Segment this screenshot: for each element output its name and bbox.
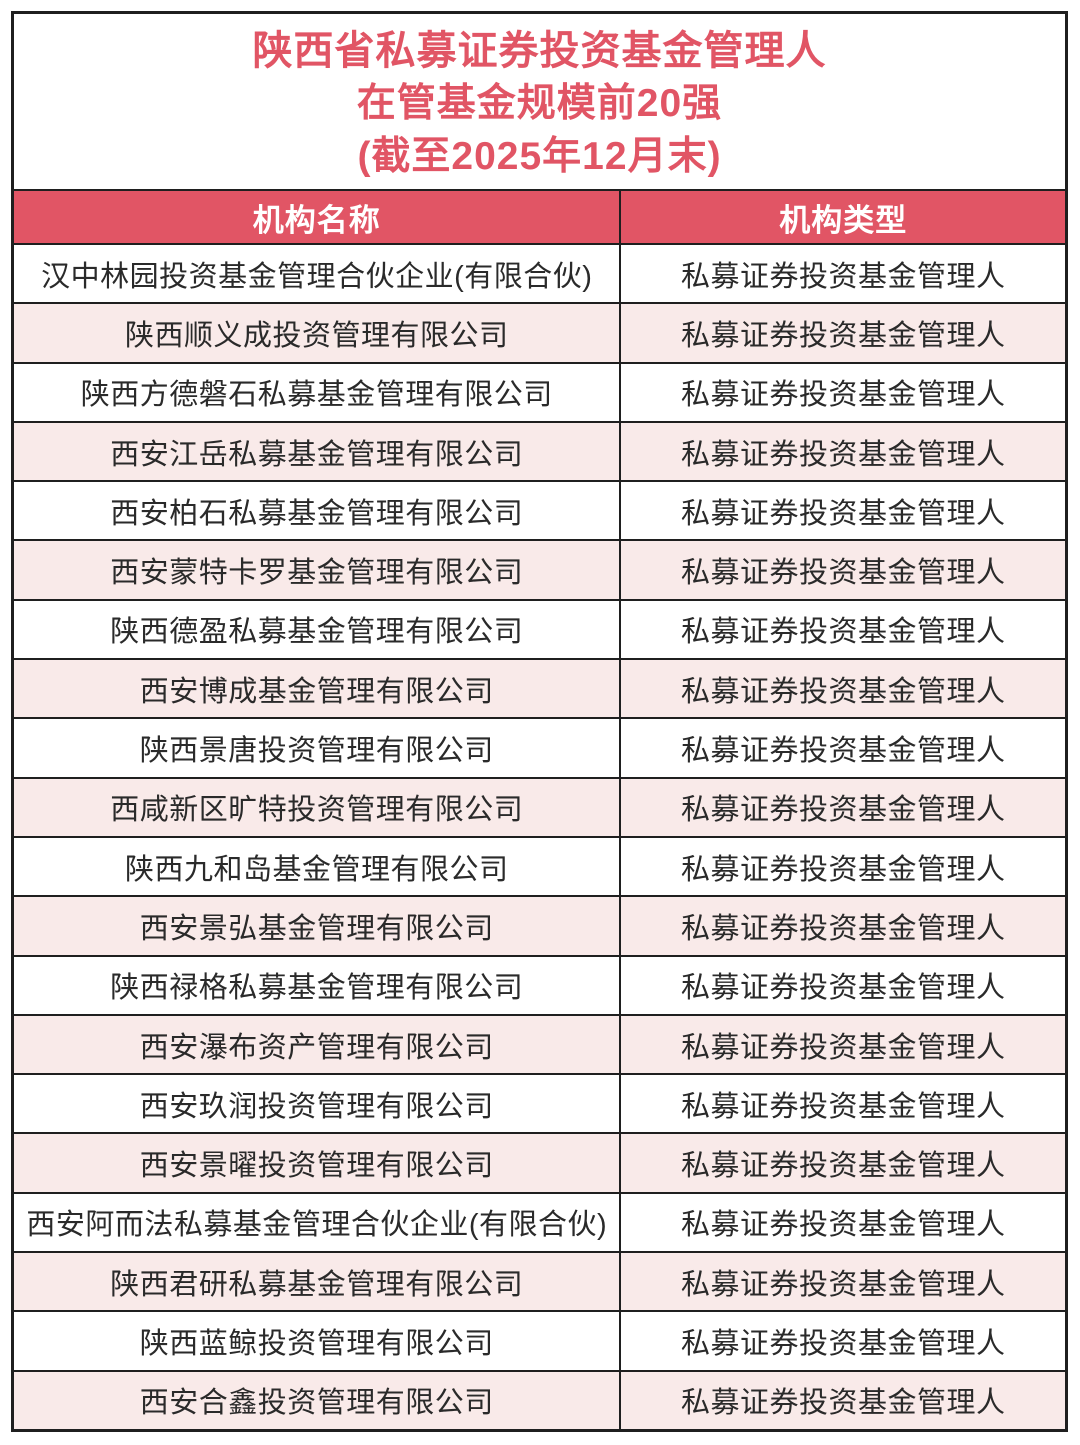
title-block: 陕西省私募证券投资基金管理人 在管基金规模前20强 (截至2025年12月末) [14,14,1065,189]
table-row: 西安柏石私募基金管理有限公司 私募证券投资基金管理人 [14,480,1065,540]
institution-type-cell: 私募证券投资基金管理人 [621,719,1065,777]
institution-type-cell: 私募证券投资基金管理人 [621,1371,1065,1429]
table-row: 陕西顺义成投资管理有限公司 私募证券投资基金管理人 [14,302,1065,362]
institution-name-cell: 陕西九和岛基金管理有限公司 [14,837,622,896]
column-header-institution-type: 机构类型 [779,202,908,238]
table-row: 陕西德盈私募基金管理有限公司 私募证券投资基金管理人 [14,598,1065,659]
institution-type-cell: 私募证券投资基金管理人 [621,956,1065,1014]
institution-name-cell: 汉中林园投资基金管理合伙企业(有限合伙) [14,245,622,303]
institution-type-cell: 私募证券投资基金管理人 [621,1312,1065,1370]
institution-type-cell: 私募证券投资基金管理人 [621,1134,1065,1192]
institution-name-cell: 西安蒙特卡罗基金管理有限公司 [14,541,622,599]
page-title-line-1: 陕西省私募证券投资基金管理人 [252,28,827,73]
ranking-table: 陕西省私募证券投资基金管理人 在管基金规模前20强 (截至2025年12月末) … [11,11,1068,1432]
institution-type-cell: 私募证券投资基金管理人 [621,541,1065,599]
table-header-row: 机构名称 机构类型 [14,189,1065,243]
table-row: 陕西禄格私募基金管理有限公司 私募证券投资基金管理人 [14,954,1065,1014]
institution-type-cell: 私募证券投资基金管理人 [621,482,1065,540]
institution-name-cell: 陕西方德磐石私募基金管理有限公司 [14,363,622,421]
institution-type-cell: 私募证券投资基金管理人 [621,660,1065,718]
column-header-institution-name: 机构名称 [14,191,622,243]
table-row: 西安景曜投资管理有限公司 私募证券投资基金管理人 [14,1132,1065,1192]
institution-name-cell: 陕西君研私募基金管理有限公司 [14,1253,622,1311]
institution-type-cell: 私募证券投资基金管理人 [621,600,1065,659]
table-row: 西安江岳私募基金管理有限公司 私募证券投资基金管理人 [14,420,1065,481]
table-row: 西安博成基金管理有限公司 私募证券投资基金管理人 [14,658,1065,718]
institution-name-cell: 西安玖润投资管理有限公司 [14,1075,622,1133]
institution-type-cell: 私募证券投资基金管理人 [621,1193,1065,1252]
institution-type-cell: 私募证券投资基金管理人 [621,1075,1065,1133]
table-row: 陕西蓝鲸投资管理有限公司 私募证券投资基金管理人 [14,1310,1065,1370]
institution-name-cell: 西安景弘基金管理有限公司 [14,897,622,955]
table-row: 西咸新区旷特投资管理有限公司 私募证券投资基金管理人 [14,776,1065,836]
institution-type-cell: 私募证券投资基金管理人 [621,1253,1065,1311]
institution-type-cell: 私募证券投资基金管理人 [621,897,1065,955]
institution-name-cell: 陕西德盈私募基金管理有限公司 [14,600,622,659]
table-row: 陕西君研私募基金管理有限公司 私募证券投资基金管理人 [14,1251,1065,1311]
table-row: 西安玖润投资管理有限公司 私募证券投资基金管理人 [14,1073,1065,1133]
page-title-line-3: (截至2025年12月末) [357,134,722,178]
institution-type-cell: 私募证券投资基金管理人 [621,778,1065,836]
institution-name-cell: 西安合鑫投资管理有限公司 [14,1371,622,1429]
table-row: 西安瀑布资产管理有限公司 私募证券投资基金管理人 [14,1013,1065,1074]
institution-type-cell: 私募证券投资基金管理人 [621,245,1065,303]
table-row: 西安景弘基金管理有限公司 私募证券投资基金管理人 [14,895,1065,955]
institution-name-cell: 西安博成基金管理有限公司 [14,660,622,718]
table-row: 陕西方德磐石私募基金管理有限公司 私募证券投资基金管理人 [14,361,1065,421]
institution-name-cell: 陕西禄格私募基金管理有限公司 [14,956,622,1014]
table-row: 汉中林园投资基金管理合伙企业(有限合伙) 私募证券投资基金管理人 [14,243,1065,303]
institution-name-cell: 西咸新区旷特投资管理有限公司 [14,778,622,836]
institution-name-cell: 陕西蓝鲸投资管理有限公司 [14,1312,622,1370]
page-title-line-2: 在管基金规模前20强 [356,81,723,125]
table-row: 西安阿而法私募基金管理合伙企业(有限合伙) 私募证券投资基金管理人 [14,1191,1065,1252]
institution-name-cell: 西安景曜投资管理有限公司 [14,1134,622,1192]
institution-type-cell: 私募证券投资基金管理人 [621,363,1065,421]
institution-name-cell: 西安江岳私募基金管理有限公司 [14,422,622,481]
table-row: 西安合鑫投资管理有限公司 私募证券投资基金管理人 [14,1369,1065,1429]
institution-name-cell: 陕西顺义成投资管理有限公司 [14,304,622,362]
table-row: 陕西九和岛基金管理有限公司 私募证券投资基金管理人 [14,835,1065,896]
institution-type-cell: 私募证券投资基金管理人 [621,1015,1065,1074]
table-row: 陕西景唐投资管理有限公司 私募证券投资基金管理人 [14,717,1065,777]
institution-type-cell: 私募证券投资基金管理人 [621,304,1065,362]
table-row: 西安蒙特卡罗基金管理有限公司 私募证券投资基金管理人 [14,539,1065,599]
institution-name-cell: 陕西景唐投资管理有限公司 [14,719,622,777]
institution-type-cell: 私募证券投资基金管理人 [621,422,1065,481]
institution-name-cell: 西安阿而法私募基金管理合伙企业(有限合伙) [14,1193,622,1252]
institution-name-cell: 西安柏石私募基金管理有限公司 [14,482,622,540]
institution-name-cell: 西安瀑布资产管理有限公司 [14,1015,622,1074]
institution-type-cell: 私募证券投资基金管理人 [621,837,1065,896]
